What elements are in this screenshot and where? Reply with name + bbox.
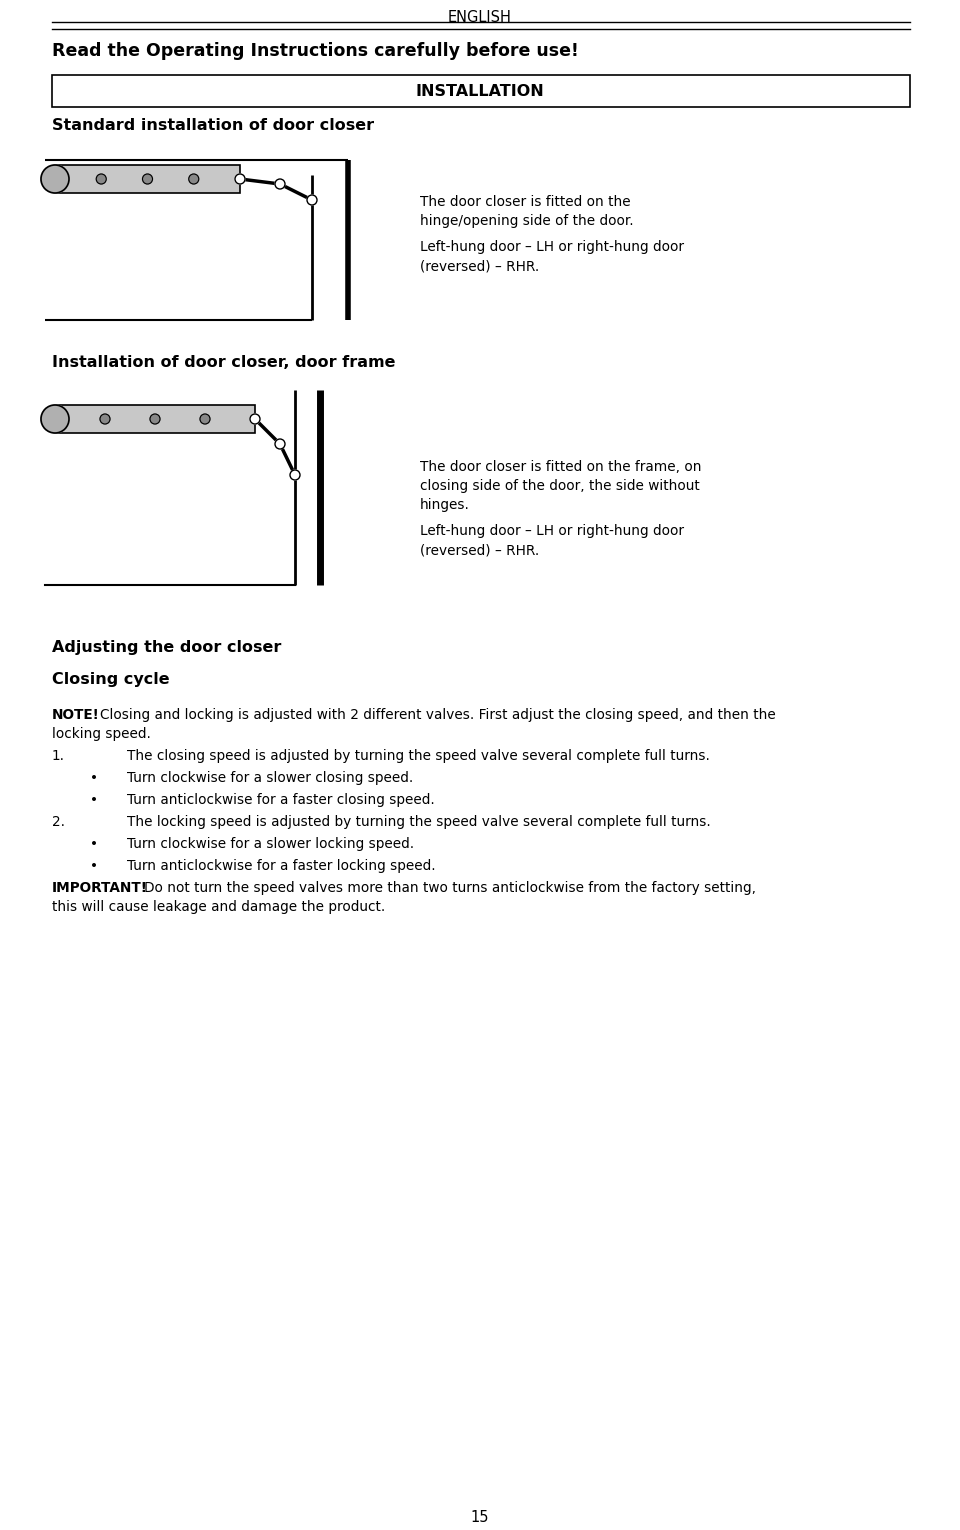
Text: hinges.: hinges. [420, 497, 469, 513]
Circle shape [275, 439, 285, 448]
Text: 2.: 2. [52, 815, 65, 829]
Text: Turn clockwise for a slower closing speed.: Turn clockwise for a slower closing spee… [127, 771, 413, 785]
Text: this will cause leakage and damage the product.: this will cause leakage and damage the p… [52, 900, 385, 913]
Bar [52, 75, 910, 107]
Text: Installation of door closer, door frame: Installation of door closer, door frame [52, 355, 396, 370]
Text: Do not turn the speed valves more than two turns anticlockwise from the factory : Do not turn the speed valves more than t… [144, 881, 756, 895]
Circle shape [189, 174, 199, 184]
Circle shape [290, 470, 300, 480]
Text: Closing cycle: Closing cycle [52, 672, 170, 687]
Text: The door closer is fitted on the frame, on: The door closer is fitted on the frame, … [420, 461, 702, 474]
Circle shape [307, 194, 317, 205]
Text: ENGLISH: ENGLISH [448, 11, 512, 24]
Circle shape [200, 415, 210, 424]
Text: Left-hung door – LH or right-hung door: Left-hung door – LH or right-hung door [420, 240, 684, 254]
Text: (reversed) – RHR.: (reversed) – RHR. [420, 259, 540, 272]
Text: Left-hung door – LH or right-hung door: Left-hung door – LH or right-hung door [420, 523, 684, 539]
Text: Turn clockwise for a slower locking speed.: Turn clockwise for a slower locking spee… [127, 837, 414, 851]
Text: locking speed.: locking speed. [52, 727, 151, 741]
Text: •: • [90, 793, 98, 806]
Text: The door closer is fitted on the: The door closer is fitted on the [420, 194, 631, 210]
Circle shape [150, 415, 160, 424]
Circle shape [100, 415, 110, 424]
Text: 1.: 1. [52, 750, 65, 763]
Text: The locking speed is adjusted by turning the speed valve several complete full t: The locking speed is adjusted by turning… [127, 815, 710, 829]
Bar [55, 405, 255, 433]
Circle shape [142, 174, 153, 184]
Text: Closing and locking is adjusted with 2 different valves. First adjust the closin: Closing and locking is adjusted with 2 d… [100, 708, 776, 722]
Circle shape [41, 405, 69, 433]
Text: •: • [90, 858, 98, 874]
Text: The closing speed is adjusted by turning the speed valve several complete full t: The closing speed is adjusted by turning… [127, 750, 709, 763]
Text: NOTE!: NOTE! [52, 708, 100, 722]
Circle shape [96, 174, 107, 184]
Text: •: • [90, 837, 98, 851]
Text: closing side of the door, the side without: closing side of the door, the side witho… [420, 479, 700, 493]
Text: 15: 15 [470, 1510, 490, 1525]
Circle shape [235, 174, 245, 184]
Bar [55, 165, 240, 193]
Text: INSTALLATION: INSTALLATION [416, 84, 544, 98]
Circle shape [275, 179, 285, 190]
Text: Turn anticlockwise for a faster closing speed.: Turn anticlockwise for a faster closing … [127, 793, 435, 806]
Text: Read the Operating Instructions carefully before use!: Read the Operating Instructions carefull… [52, 41, 579, 60]
Text: (reversed) – RHR.: (reversed) – RHR. [420, 543, 540, 557]
Text: Standard installation of door closer: Standard installation of door closer [52, 118, 374, 133]
Text: hinge/opening side of the door.: hinge/opening side of the door. [420, 214, 634, 228]
Circle shape [250, 415, 260, 424]
Text: Turn anticlockwise for a faster locking speed.: Turn anticlockwise for a faster locking … [127, 858, 436, 874]
Text: •: • [90, 771, 98, 785]
Text: Adjusting the door closer: Adjusting the door closer [52, 640, 281, 655]
Text: IMPORTANT!: IMPORTANT! [52, 881, 148, 895]
Circle shape [41, 165, 69, 193]
